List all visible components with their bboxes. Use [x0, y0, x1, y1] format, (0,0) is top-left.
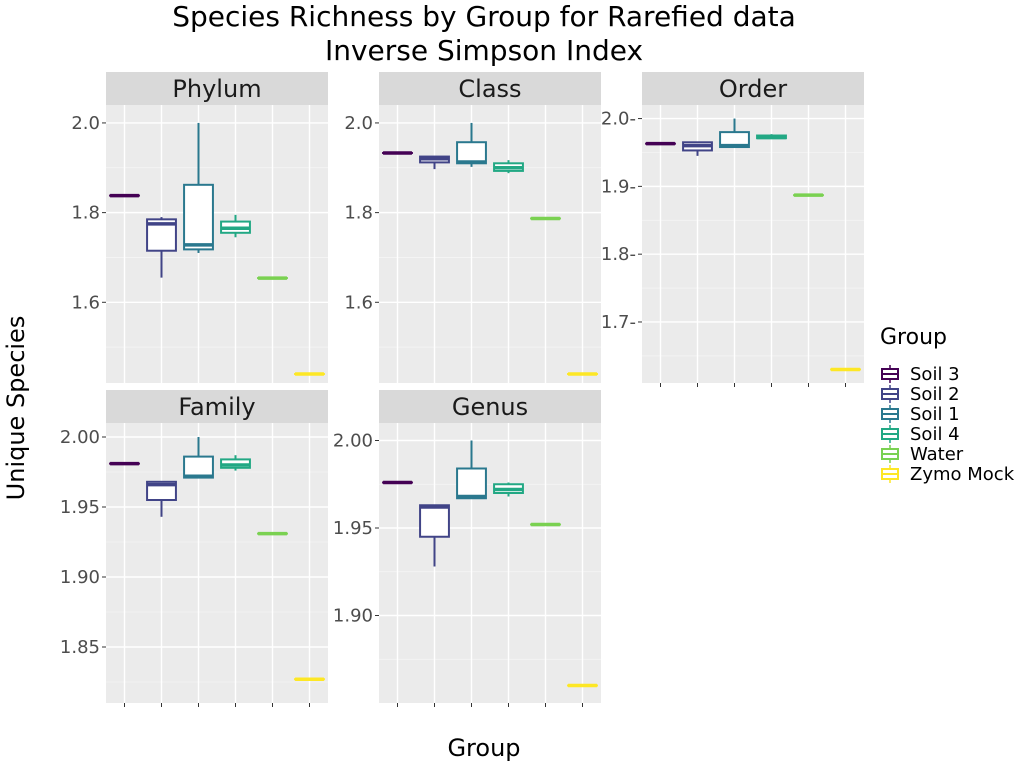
- x-axis-title: Group: [447, 734, 520, 762]
- panel-family: Family 1.85 1.90 1.95 2.00: [60, 390, 328, 707]
- box-soil-4: [493, 482, 524, 497]
- y-tick-label: 1.85: [60, 637, 100, 658]
- legend-item-water: Water: [881, 444, 964, 465]
- box-soil-1: [719, 118, 750, 149]
- y-tick-label: 2.0-: [601, 109, 636, 130]
- box-soil-1: [183, 122, 214, 253]
- panel-strip: [379, 390, 601, 423]
- box-soil-1: [183, 437, 214, 479]
- y-tick-label: 2.00: [60, 427, 100, 448]
- legend-label: Soil 3: [910, 364, 960, 385]
- box-soil-2: [419, 155, 450, 170]
- legend-label: Soil 2: [910, 384, 960, 405]
- panel-order: Order 1.7- 1.8- 1.9- 2.0-: [601, 72, 864, 387]
- box-soil-2: [146, 480, 177, 517]
- box-iqr: [419, 504, 450, 538]
- panel-class: Class 1.6 1.8 2.0: [344, 72, 601, 383]
- panel-strip-label: Order: [719, 75, 787, 103]
- box-soil-4: [220, 455, 251, 471]
- box-iqr: [456, 467, 487, 500]
- panel-background: [379, 105, 601, 383]
- y-tick-label: 1.8: [344, 203, 373, 224]
- y-tick-label: 1.8: [71, 203, 100, 224]
- box-soil-4: [756, 134, 787, 140]
- panel-background: [106, 105, 328, 383]
- box-soil-1: [456, 440, 487, 500]
- y-tick-label: 2.00: [333, 431, 373, 452]
- y-tick-label: 1.6: [71, 292, 100, 313]
- panel-strip-label: Family: [178, 393, 255, 421]
- panel-phylum: Phylum 1.6 1.8 2.0: [71, 72, 328, 383]
- box-soil-1: [456, 122, 487, 167]
- box-soil-2: [419, 504, 450, 567]
- panel-strip-label: Phylum: [172, 75, 261, 103]
- y-tick-label: 1.95: [333, 518, 373, 539]
- box-iqr: [456, 141, 487, 165]
- legend-item-soil-1: Soil 1: [881, 404, 960, 425]
- y-tick-label: 2.0: [344, 113, 373, 134]
- box-soil-4: [220, 214, 251, 238]
- panel-background: [642, 105, 864, 383]
- y-tick-label: 1.90: [333, 606, 373, 627]
- box-soil-2: [682, 141, 713, 156]
- chart-title-line-2: Inverse Simpson Index: [325, 34, 643, 67]
- y-tick-label: 1.6: [344, 292, 373, 313]
- y-tick-label: 1.9-: [601, 176, 636, 197]
- panel-strip: [106, 390, 328, 423]
- panel-strip: [106, 72, 328, 105]
- legend-title: Group: [880, 325, 947, 350]
- y-tick-label: 1.90: [60, 567, 100, 588]
- legend-label: Soil 1: [910, 404, 960, 425]
- panel-strip: [379, 72, 601, 105]
- y-tick-label: 2.0: [71, 113, 100, 134]
- panel-strip: [642, 72, 864, 105]
- y-tick-label: 1.8-: [601, 244, 636, 265]
- box-soil-4: [493, 160, 524, 174]
- panel-strip-label: Class: [458, 75, 521, 103]
- y-tick-label: 1.7-: [601, 312, 636, 333]
- legend-item-soil-2: Soil 2: [881, 384, 960, 405]
- chart-title-line-1: Species Richness by Group for Rarefied d…: [172, 0, 796, 33]
- legend-item-zymo-mock: Zymo Mock: [881, 464, 1015, 485]
- legend-item-soil-4: Soil 4: [881, 424, 960, 445]
- facet-panels: Phylum 1.6 1.8 2.0 Class 1.6 1.8 2.0 Order 1.7- 1.…: [60, 72, 864, 707]
- y-tick-label: 1.95: [60, 497, 100, 518]
- legend-label: Water: [910, 444, 964, 465]
- panel-background: [379, 423, 601, 703]
- box-soil-2: [146, 217, 177, 278]
- panel-strip-label: Genus: [452, 393, 528, 421]
- legend-label: Zymo Mock: [910, 464, 1015, 485]
- box-iqr: [183, 183, 214, 251]
- legend-label: Soil 4: [910, 424, 960, 445]
- legend-item-soil-3: Soil 3: [881, 364, 960, 385]
- panel-background: [106, 423, 328, 703]
- panel-genus: Genus 1.90 1.95 2.00: [333, 390, 601, 707]
- y-axis-title: Unique Species: [2, 316, 30, 501]
